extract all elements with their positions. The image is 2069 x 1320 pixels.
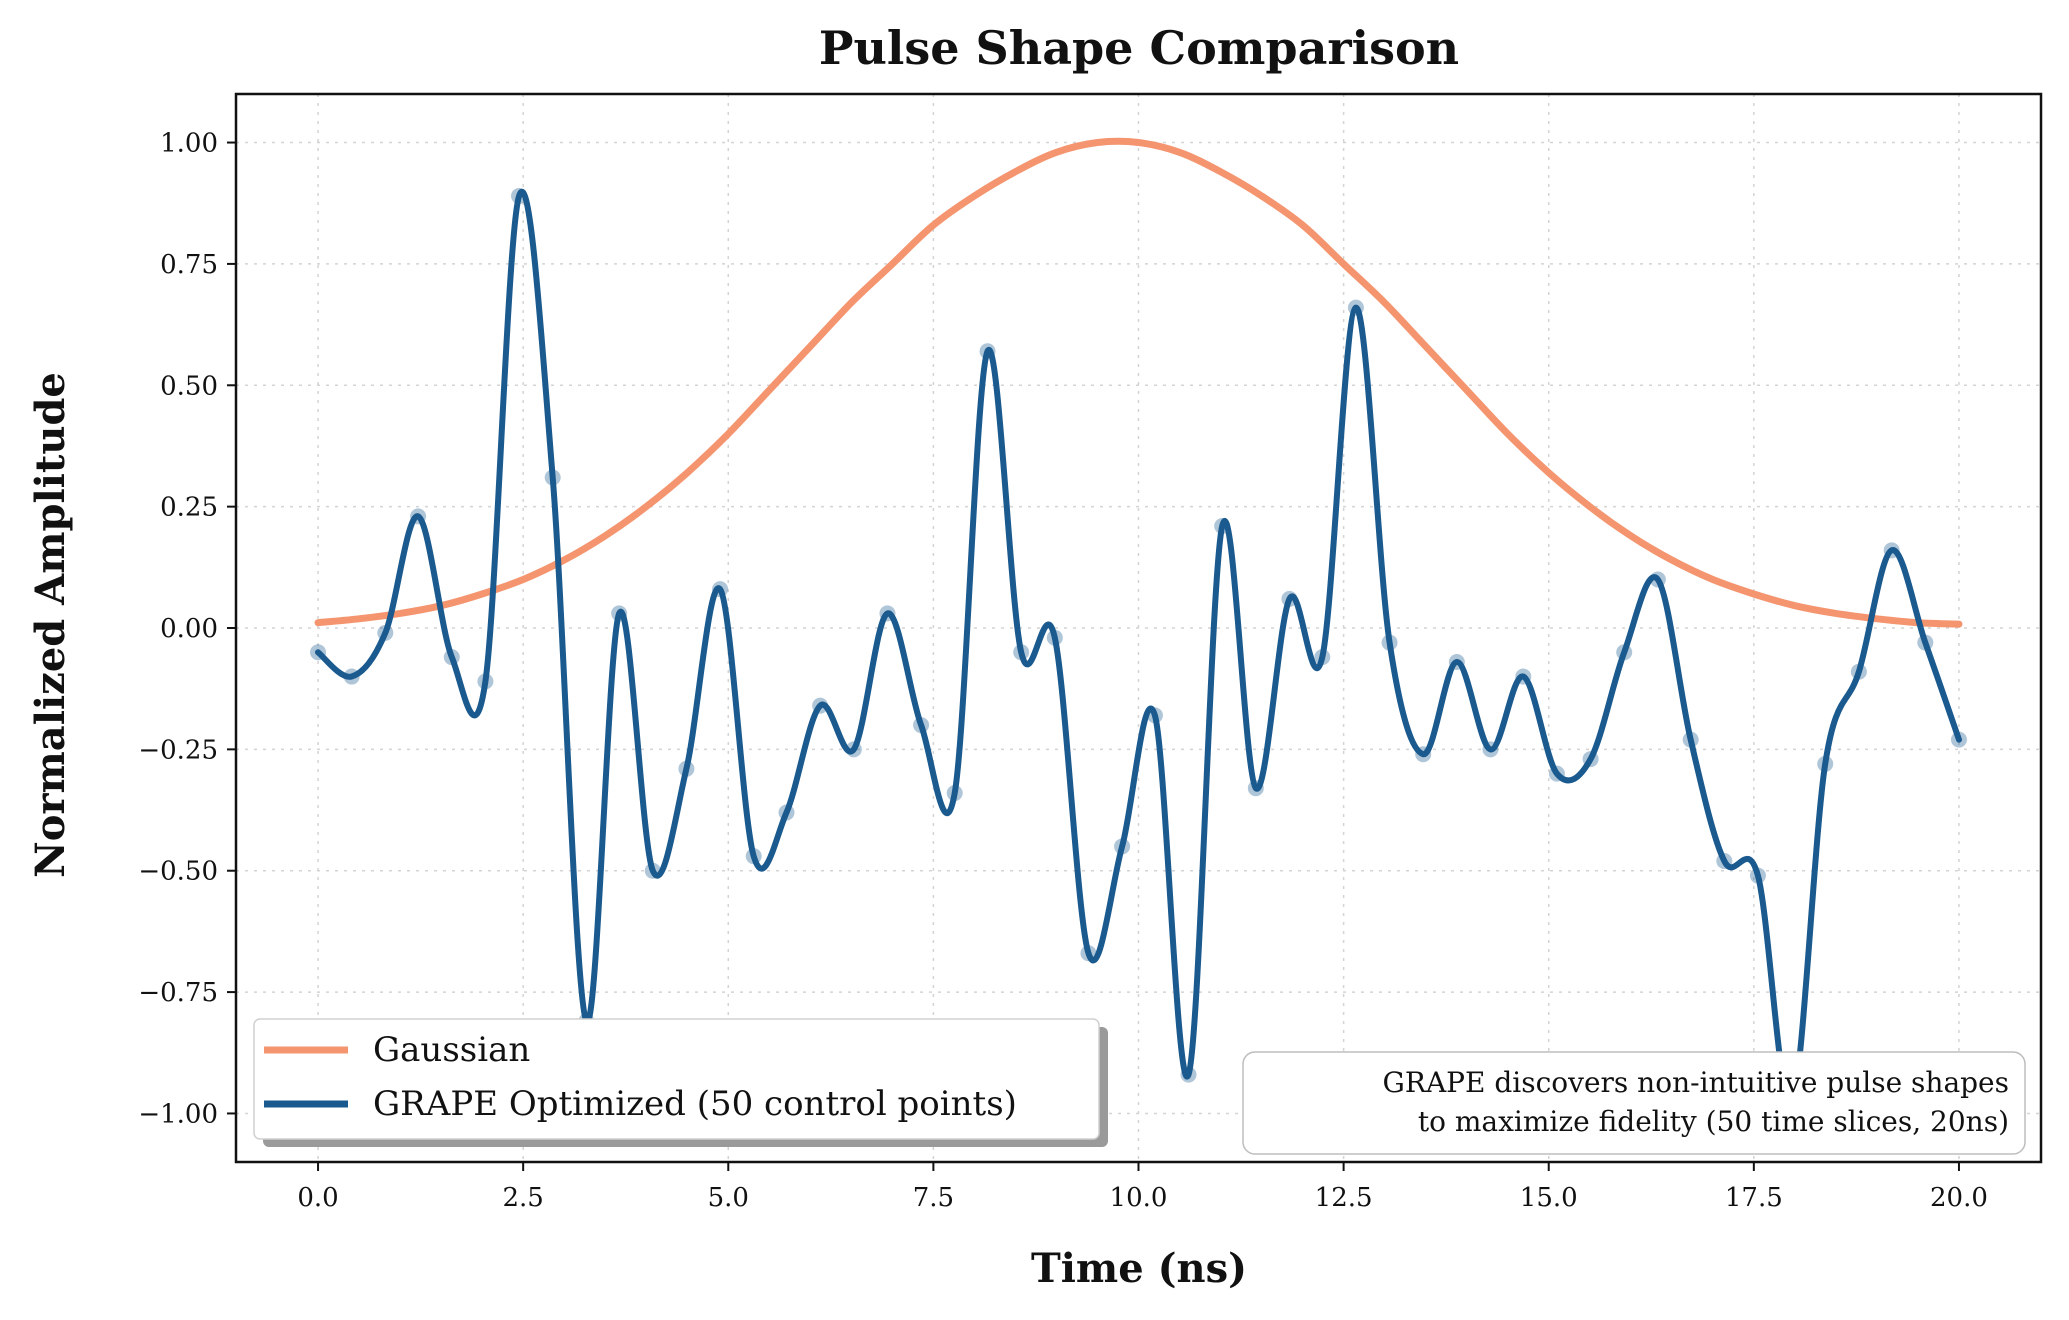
legend-label-gaussian: Gaussian: [373, 1030, 530, 1070]
legend: Gaussian GRAPE Optimized (50 control poi…: [253, 1018, 1108, 1147]
series-line-gaussian: [314, 137, 1963, 628]
y-tick-label: 0.25: [160, 493, 218, 523]
legend-box: [253, 1018, 1100, 1140]
y-tick-label: 0.50: [160, 371, 218, 401]
x-tick-label: 12.5: [1315, 1183, 1373, 1213]
x-tick-label: 15.0: [1520, 1183, 1578, 1213]
y-tick-label: −0.75: [138, 978, 218, 1008]
tick-layer: 0.0 2.5 5.0 7.5 10.0 12.5 15.0 17.5 20.0 −1.00 −0.…: [138, 129, 1988, 1213]
y-tick-label: −1.00: [138, 1099, 218, 1129]
annotation: GRAPE discovers non-intuitive pulse shap…: [1242, 1051, 2026, 1155]
y-tick-label: 0.00: [160, 614, 218, 644]
grid-lines: [236, 94, 2041, 1162]
x-tick-label: 0.0: [297, 1183, 338, 1213]
x-tick-label: 5.0: [708, 1183, 749, 1213]
legend-label-grape: GRAPE Optimized (50 control points): [373, 1084, 1017, 1124]
x-tick-label: 10.0: [1110, 1183, 1168, 1213]
x-tick-label: 2.5: [502, 1183, 543, 1213]
annotation-line-2: to maximize fidelity (50 time slices, 20…: [1418, 1105, 2009, 1138]
x-tick-label: 17.5: [1725, 1183, 1783, 1213]
x-tick-label: 20.0: [1930, 1183, 1988, 1213]
annotation-box: [1242, 1051, 2026, 1155]
x-tick-label: 7.5: [913, 1183, 954, 1213]
annotation-line-1: GRAPE discovers non-intuitive pulse shap…: [1383, 1066, 2010, 1099]
y-tick-label: 0.75: [160, 250, 218, 280]
y-axis-title: Normalized Amplitude: [27, 372, 74, 878]
y-tick-label: −0.25: [138, 735, 218, 765]
y-tick-label: −0.50: [138, 857, 218, 887]
chart-title: Pulse Shape Comparison: [819, 21, 1459, 75]
x-axis-title: Time (ns): [1031, 1245, 1247, 1292]
y-tick-label: 1.00: [160, 129, 218, 159]
